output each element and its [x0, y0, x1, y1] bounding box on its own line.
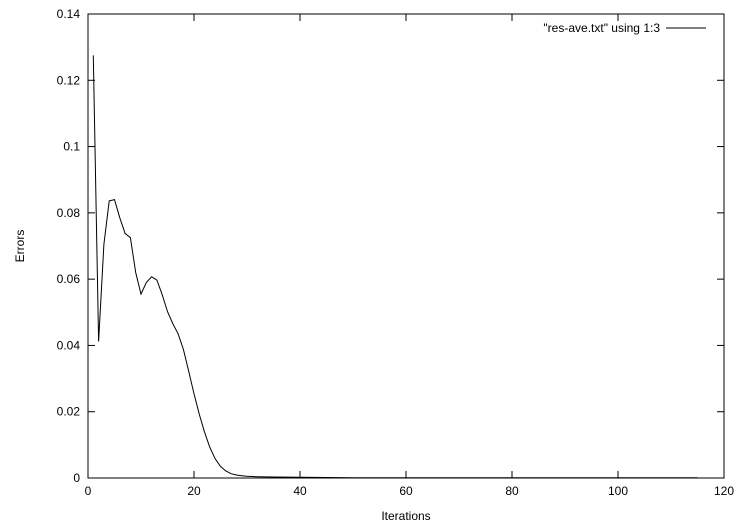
- y-tick-label: 0.08: [57, 206, 81, 220]
- series-line: [92, 55, 698, 479]
- x-tick-label: 40: [293, 484, 307, 498]
- y-tick-label: 0.04: [57, 338, 81, 352]
- legend: "res-ave.txt" using 1:3: [543, 21, 706, 35]
- y-tick-label: 0.14: [57, 7, 81, 21]
- plot-frame: [87, 13, 725, 479]
- x-tick-label: 100: [608, 484, 628, 498]
- y-tick-label: 0.02: [57, 405, 81, 419]
- x-axis-label: Iterations: [381, 509, 430, 523]
- x-axis-ticks: 0 20 40 60 80 100 120: [85, 14, 734, 498]
- y-tick-label: 0: [73, 471, 80, 485]
- x-tick-label: 60: [399, 484, 413, 498]
- y-tick-label: 0.1: [63, 140, 80, 154]
- x-tick-label: 0: [85, 484, 92, 498]
- x-tick-label: 20: [187, 484, 201, 498]
- legend-label: "res-ave.txt" using 1:3: [543, 21, 660, 35]
- y-axis-ticks: 0 0.02 0.04 0.06 0.08 0.1 0.12 0.14: [57, 7, 724, 485]
- y-tick-label: 0.12: [57, 73, 81, 87]
- y-axis-label: Errors: [13, 230, 27, 263]
- x-tick-label: 120: [714, 484, 734, 498]
- series-layer: [92, 55, 698, 479]
- y-tick-label: 0.06: [57, 272, 81, 286]
- x-tick-label: 80: [505, 484, 519, 498]
